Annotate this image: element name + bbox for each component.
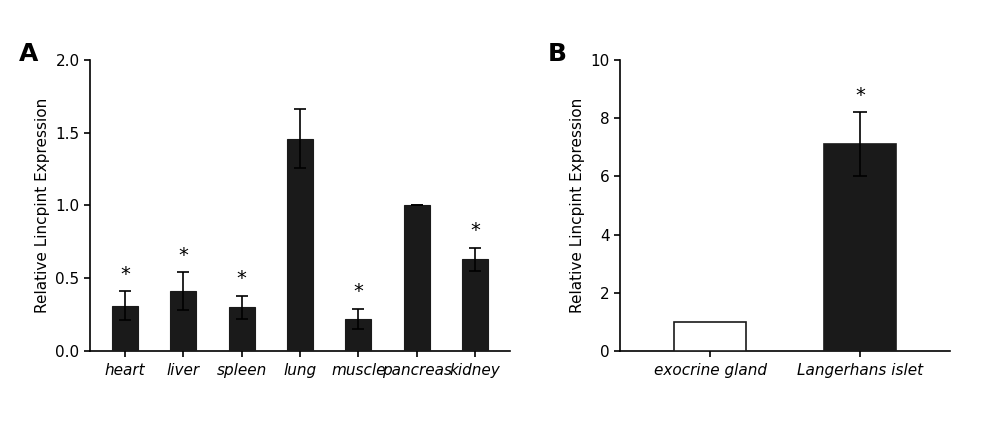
Bar: [287, 139, 313, 351]
Y-axis label: Relative Lincpint Expression: Relative Lincpint Expression: [570, 98, 585, 313]
Bar: [229, 307, 255, 351]
Text: *: *: [353, 282, 363, 301]
Bar: [112, 306, 138, 351]
Text: *: *: [855, 86, 865, 105]
Bar: [345, 319, 371, 351]
Bar: [170, 291, 196, 351]
Text: *: *: [120, 265, 130, 284]
Text: B: B: [547, 42, 566, 66]
Text: *: *: [178, 246, 188, 265]
Text: *: *: [470, 221, 480, 241]
Bar: [674, 322, 746, 351]
Bar: [824, 144, 896, 351]
Bar: [462, 259, 488, 351]
Bar: [404, 205, 430, 351]
Text: A: A: [19, 42, 38, 66]
Y-axis label: Relative Lincpint Expression: Relative Lincpint Expression: [35, 98, 50, 313]
Text: *: *: [237, 269, 247, 288]
